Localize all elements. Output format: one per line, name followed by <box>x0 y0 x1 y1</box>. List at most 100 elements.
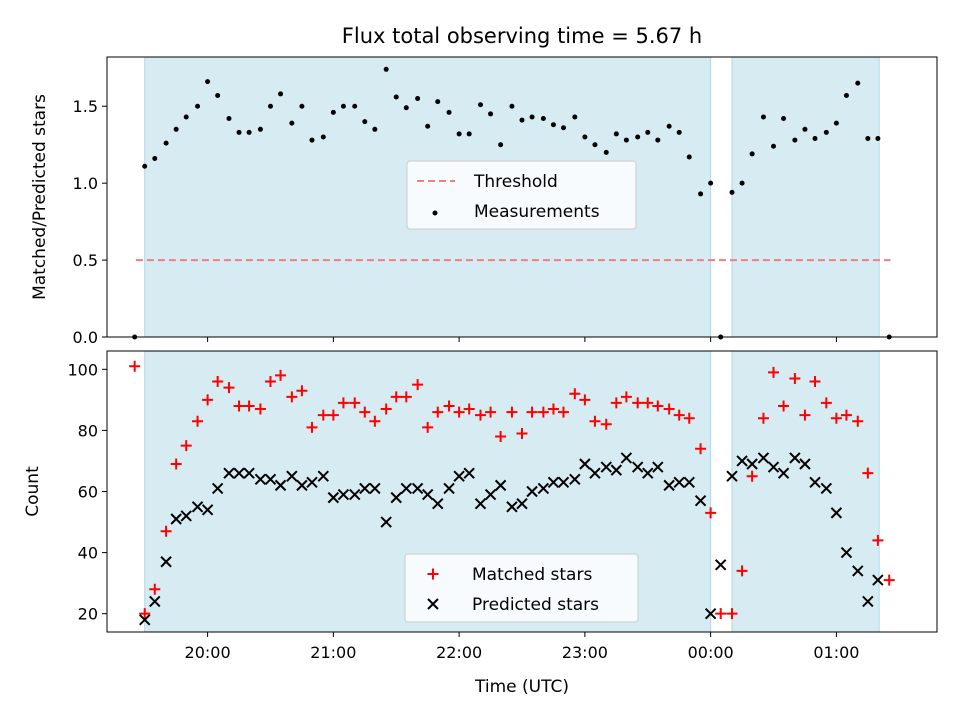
measurement-point <box>623 137 629 143</box>
matched-stars-marker <box>192 415 204 427</box>
predicted-stars-marker <box>557 476 570 489</box>
predicted-stars-marker <box>809 476 821 489</box>
legend-label: Threshold <box>473 172 558 192</box>
measurement-point <box>173 126 179 132</box>
matched-stars-marker <box>589 415 601 427</box>
matched-stars-marker <box>296 385 308 397</box>
predicted-stars-marker <box>600 461 612 473</box>
matched-stars-marker <box>642 397 654 409</box>
matched-stars-marker <box>757 412 769 424</box>
measurement-point <box>686 154 692 160</box>
measurement-point <box>708 180 714 186</box>
measurement-point <box>352 103 358 109</box>
predicted-stars-marker <box>243 467 255 479</box>
measurement-point <box>655 137 661 143</box>
measurement-point <box>676 129 682 135</box>
measurement-point <box>205 79 211 85</box>
measurement-point <box>729 189 735 195</box>
measurement-point <box>488 111 494 117</box>
observing-window-shade <box>731 350 880 633</box>
measurement-point <box>142 163 148 169</box>
matched-stars-marker <box>139 608 151 620</box>
measurement-point <box>592 142 598 148</box>
measurement-point <box>823 129 829 135</box>
y-tick-label: 0.0 <box>73 328 98 347</box>
matched-stars-marker <box>705 507 717 519</box>
predicted-stars-marker <box>746 458 758 470</box>
measurement-point <box>466 131 472 137</box>
measurement-point <box>246 129 252 135</box>
measurement-point <box>875 136 881 142</box>
measurement-point <box>456 131 462 137</box>
matched-stars-marker <box>463 403 475 415</box>
matched-stars-marker <box>264 376 276 388</box>
measurement-point <box>582 134 588 140</box>
measurement-point <box>603 149 609 155</box>
measurement-point <box>403 105 409 111</box>
matched-stars-marker <box>852 415 864 427</box>
matched-stars-marker <box>579 394 591 406</box>
predicted-stars-marker <box>652 461 664 473</box>
predicted-stars-marker <box>799 458 811 470</box>
figure-title: Flux total observing time = 5.67 h <box>342 24 702 48</box>
matched-stars-marker <box>432 406 444 418</box>
y-tick-label: 0.5 <box>73 251 98 270</box>
matched-stars-marker <box>620 391 632 403</box>
predicted-stars-marker <box>160 556 172 568</box>
measurement-point <box>635 134 641 140</box>
matched-stars-marker <box>746 470 758 482</box>
measurement-point <box>550 122 556 128</box>
matched-stars-marker <box>862 467 874 479</box>
predicted-stars-marker <box>610 464 623 476</box>
predicted-stars-marker <box>642 467 654 479</box>
predicted-stars-marker <box>380 516 392 528</box>
y-tick-label: 80 <box>78 421 98 440</box>
predicted-stars-marker <box>317 470 330 482</box>
measurement-point <box>340 103 346 109</box>
measurement-point <box>372 126 378 132</box>
legend-label: Matched stars <box>472 565 592 585</box>
matched-stars-marker <box>872 534 884 546</box>
measurement-point <box>446 109 452 115</box>
measurement-point <box>529 114 535 120</box>
matched-stars-marker <box>306 421 318 433</box>
matched-stars-marker <box>180 440 192 452</box>
axes-frame <box>106 56 938 338</box>
measurement-point <box>267 103 273 109</box>
predicted-stars-marker <box>411 482 424 495</box>
matched-stars-marker <box>883 574 895 586</box>
matched-stars-marker <box>443 400 455 412</box>
matched-stars-marker <box>663 403 675 415</box>
measurement-point <box>299 103 305 109</box>
matched-stars-marker <box>129 360 141 372</box>
predicted-stars-marker <box>233 467 245 479</box>
matched-stars-marker <box>160 525 172 537</box>
matched-stars-marker <box>799 409 811 421</box>
y-tick-label: 100 <box>67 360 98 379</box>
predicted-stars-marker <box>254 473 267 485</box>
predicted-stars-marker <box>714 559 727 571</box>
measurement-point <box>425 123 431 129</box>
matched-stars-marker <box>380 403 392 415</box>
matched-stars-marker <box>390 391 402 403</box>
matched-stars-marker <box>789 372 801 384</box>
measurement-point <box>645 129 651 135</box>
predicted-stars-marker <box>673 476 685 489</box>
matched-stars-marker <box>830 412 842 424</box>
matched-stars-marker <box>495 431 507 443</box>
measurement-point <box>435 99 441 105</box>
predicted-stars-marker <box>789 452 801 464</box>
predicted-stars-marker <box>139 614 151 626</box>
measurement-point <box>812 136 818 142</box>
matched-stars-marker <box>683 412 695 424</box>
predicted-stars-marker <box>620 452 633 464</box>
measurement-point <box>572 114 578 120</box>
measurement-point <box>152 156 158 162</box>
predicted-stars-marker <box>820 482 833 495</box>
matched-stars-marker <box>412 379 424 391</box>
predicted-stars-marker <box>191 501 204 513</box>
observing-window-shade <box>731 56 880 338</box>
measurement-point <box>540 116 546 122</box>
measurement-point <box>330 109 336 115</box>
y-tick-label: 1.5 <box>73 97 98 116</box>
